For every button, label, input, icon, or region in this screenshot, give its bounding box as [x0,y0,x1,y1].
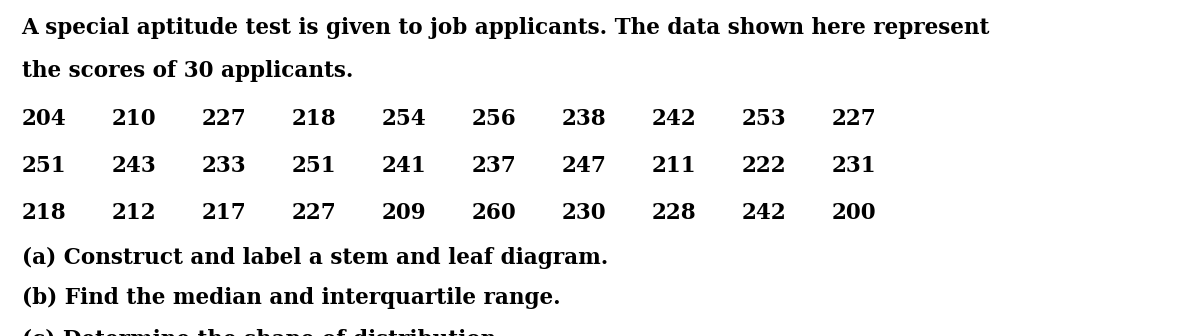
Text: A special aptitude test is given to job applicants. The data shown here represen: A special aptitude test is given to job … [22,17,990,39]
Text: 254: 254 [382,108,426,129]
Text: 237: 237 [472,155,516,176]
Text: 212: 212 [112,202,156,223]
Text: 227: 227 [292,202,336,223]
Text: 260: 260 [472,202,516,223]
Text: 233: 233 [202,155,246,176]
Text: 210: 210 [112,108,156,129]
Text: 231: 231 [832,155,876,176]
Text: 243: 243 [112,155,156,176]
Text: 209: 209 [382,202,426,223]
Text: 230: 230 [562,202,606,223]
Text: (a) Construct and label a stem and leaf diagram.: (a) Construct and label a stem and leaf … [22,247,608,269]
Text: (c) Determine the shape of distribution.: (c) Determine the shape of distribution. [22,329,503,336]
Text: (b) Find the median and interquartile range.: (b) Find the median and interquartile ra… [22,287,560,309]
Text: the scores of 30 applicants.: the scores of 30 applicants. [22,60,353,82]
Text: 241: 241 [382,155,426,176]
Text: 242: 242 [742,202,786,223]
Text: 227: 227 [202,108,246,129]
Text: 253: 253 [742,108,786,129]
Text: 218: 218 [292,108,336,129]
Text: 200: 200 [832,202,876,223]
Text: 256: 256 [472,108,516,129]
Text: 251: 251 [292,155,336,176]
Text: 218: 218 [22,202,66,223]
Text: 251: 251 [22,155,66,176]
Text: 228: 228 [652,202,696,223]
Text: 211: 211 [652,155,696,176]
Text: 238: 238 [562,108,606,129]
Text: 217: 217 [202,202,246,223]
Text: 227: 227 [832,108,876,129]
Text: 242: 242 [652,108,696,129]
Text: 247: 247 [562,155,606,176]
Text: 204: 204 [22,108,66,129]
Text: 222: 222 [742,155,786,176]
